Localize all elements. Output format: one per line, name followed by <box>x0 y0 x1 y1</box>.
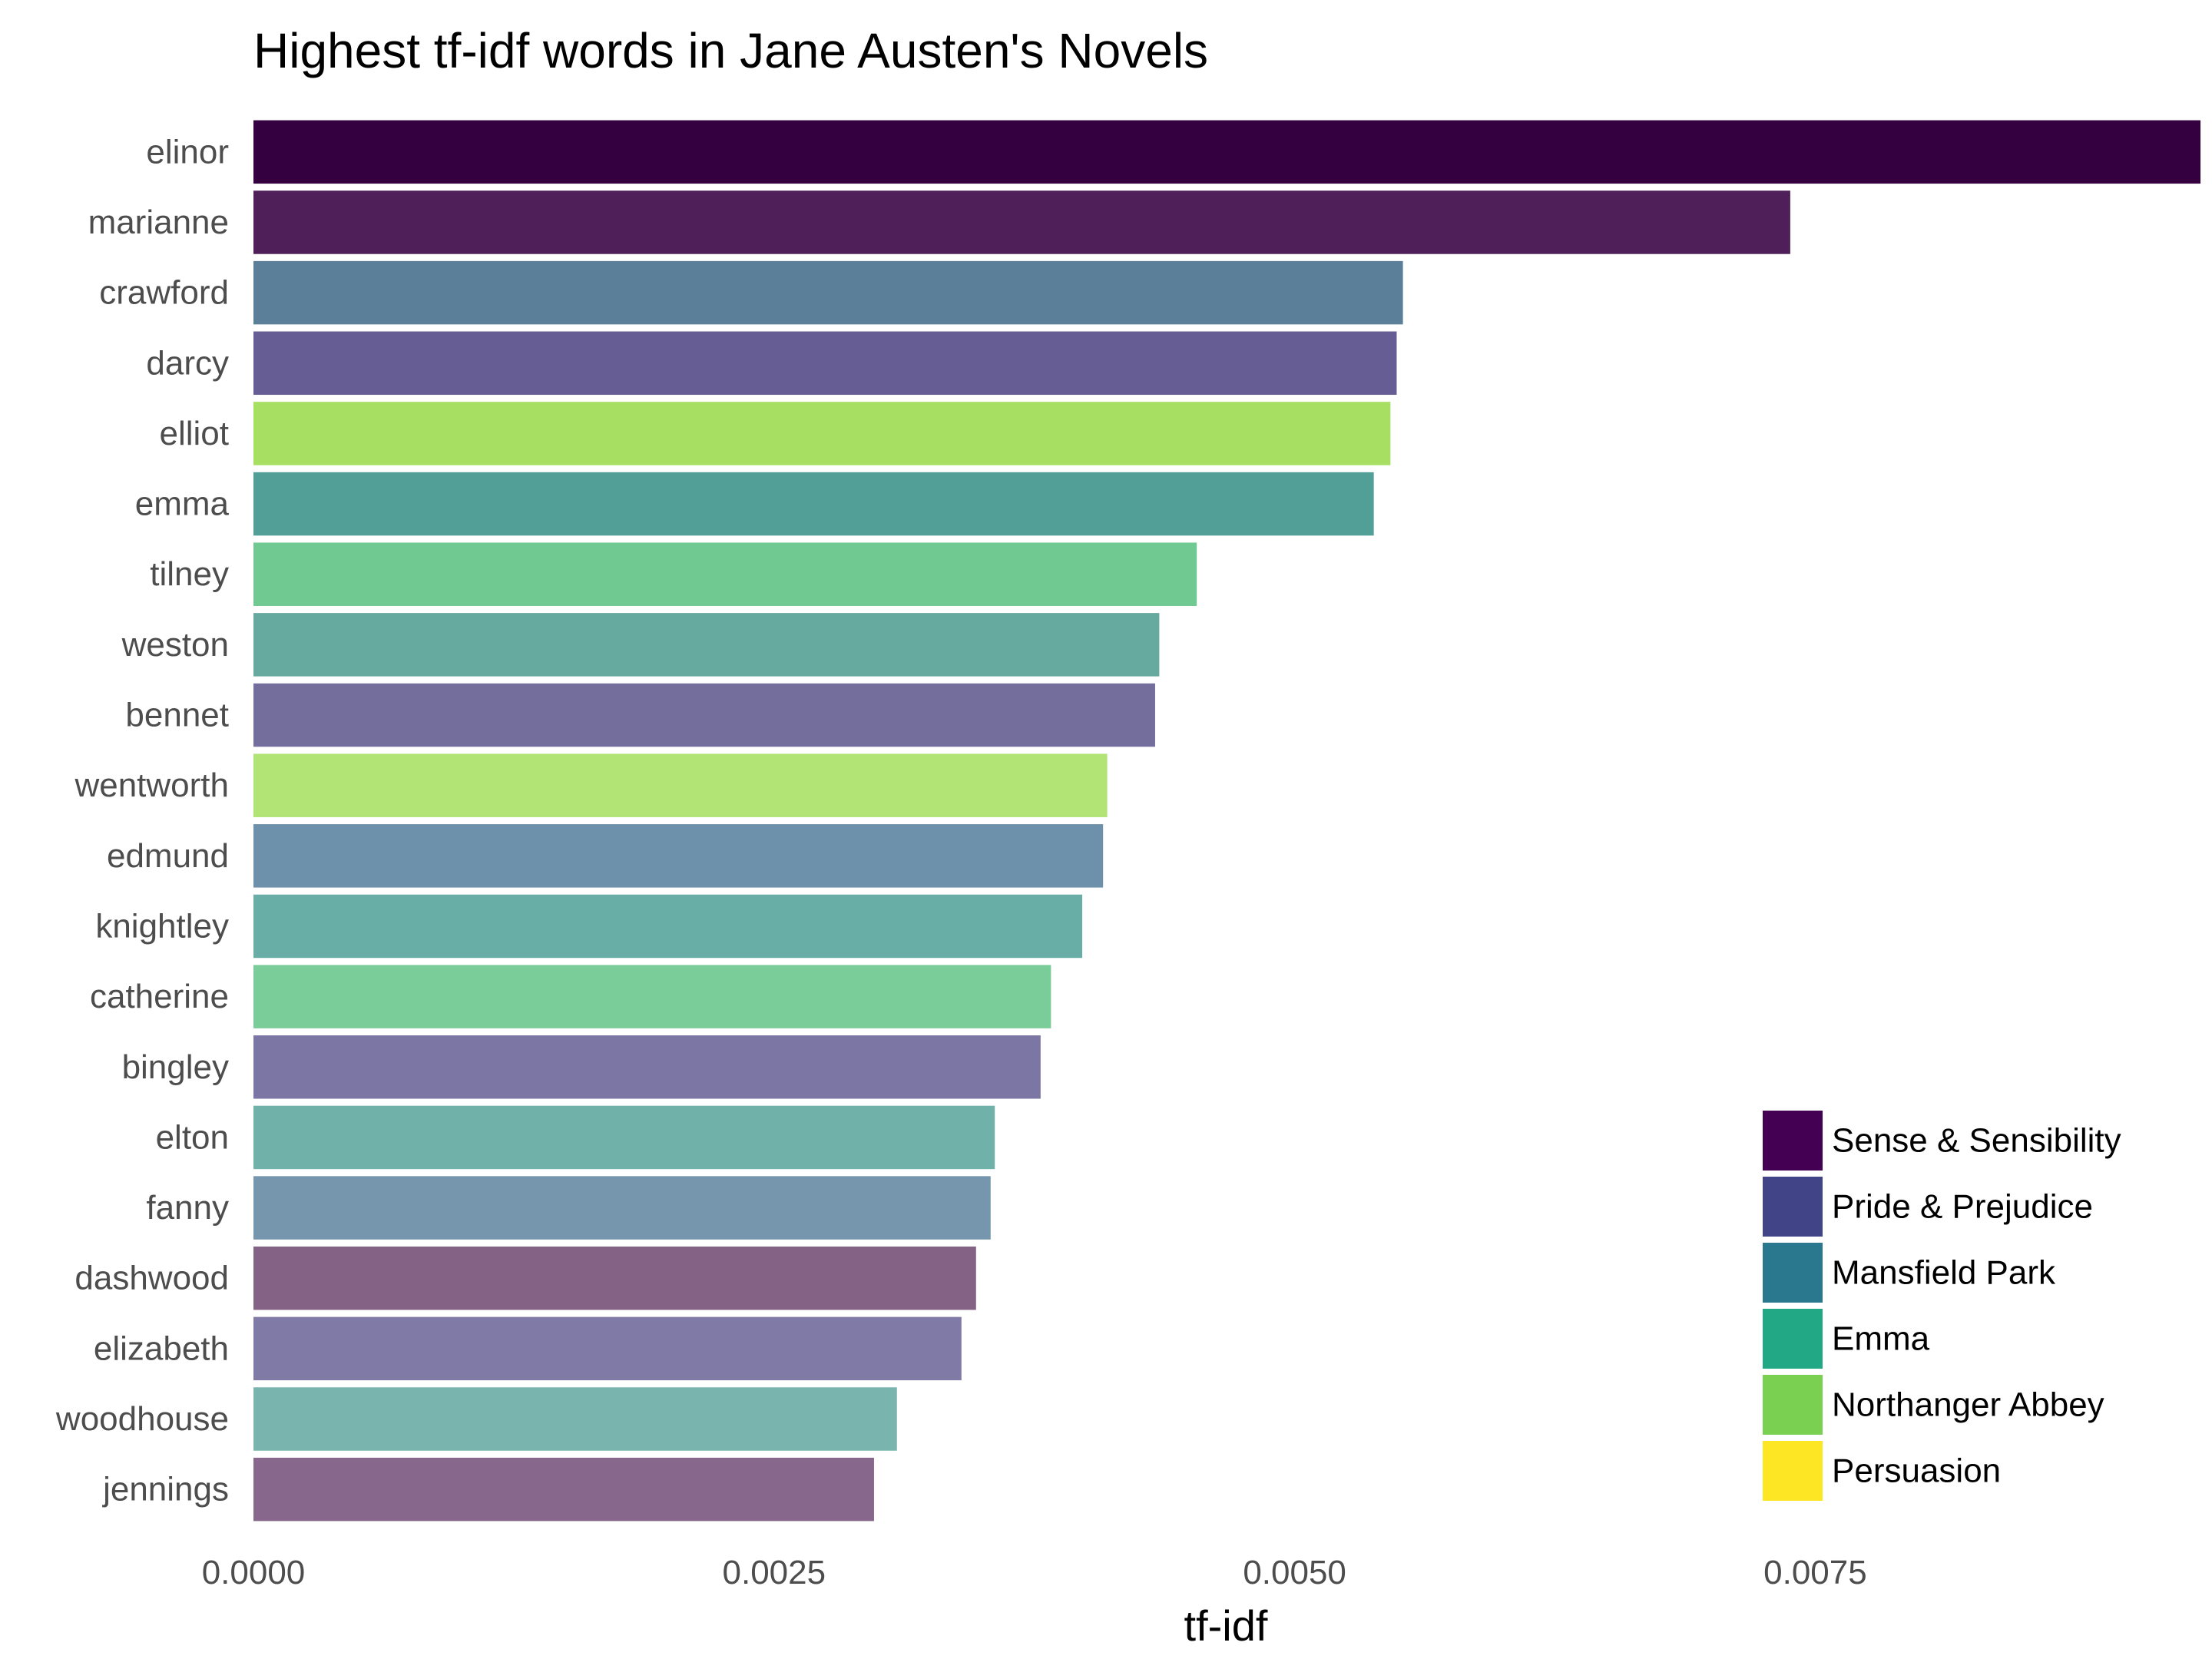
category-label-elton: elton <box>156 1118 229 1156</box>
category-label-elinor: elinor <box>146 133 229 171</box>
legend: Sense & Sensibility Pride & Prejudice Mans… <box>1763 1111 2121 1501</box>
category-labels: elinor marianne crawford darcy elliot emma til… <box>55 133 230 1508</box>
bar-tilney <box>253 542 1197 606</box>
bar-elton <box>253 1105 995 1170</box>
bar-crawford <box>253 260 1403 325</box>
bar-woodhouse <box>253 1387 897 1451</box>
category-label-elizabeth: elizabeth <box>94 1330 229 1367</box>
legend-label: Persuasion <box>1832 1452 2001 1490</box>
category-label-fanny: fanny <box>146 1189 229 1227</box>
x-tick-label: 0.0000 <box>202 1554 306 1591</box>
category-label-emma: emma <box>135 485 230 523</box>
category-label-wentworth: wentworth <box>74 767 229 804</box>
bar-knightley <box>253 894 1083 959</box>
legend-label: Northanger Abbey <box>1832 1386 2104 1424</box>
legend-key <box>1763 1375 1823 1435</box>
bar-marianne <box>253 190 1790 254</box>
category-label-crawford: crawford <box>99 274 229 312</box>
bar-emma <box>253 472 1374 536</box>
bar-bingley <box>253 1035 1041 1099</box>
bar-catherine <box>253 965 1051 1028</box>
legend-key <box>1763 1309 1823 1369</box>
category-label-weston: weston <box>121 626 229 664</box>
category-label-knightley: knightley <box>95 907 229 945</box>
chart-title: Highest tf-idf words in Jane Austen's No… <box>253 23 1208 78</box>
bar-elliot <box>253 402 1391 465</box>
x-axis-title: tf-idf <box>1184 1601 1268 1650</box>
bar-darcy <box>253 331 1397 396</box>
bar-fanny <box>253 1176 991 1240</box>
bar-elizabeth <box>253 1316 962 1381</box>
x-axis-ticks: 0.0000 0.0025 0.0050 0.0075 <box>202 1554 1867 1591</box>
bar-jennings <box>253 1457 874 1522</box>
bar-elinor <box>253 120 2200 184</box>
legend-key <box>1763 1243 1823 1303</box>
category-label-jennings: jennings <box>101 1471 229 1508</box>
legend-key <box>1763 1111 1823 1171</box>
category-label-woodhouse: woodhouse <box>55 1400 229 1438</box>
legend-key <box>1763 1441 1823 1501</box>
legend-label: Mansfield Park <box>1832 1254 2056 1292</box>
x-tick-label: 0.0025 <box>723 1554 826 1591</box>
legend-key <box>1763 1177 1823 1237</box>
bar-weston <box>253 613 1160 677</box>
bar-wentworth <box>253 753 1108 817</box>
category-label-bingley: bingley <box>122 1048 229 1086</box>
bar-bennet <box>253 683 1155 747</box>
category-label-catherine: catherine <box>90 978 229 1015</box>
category-label-edmund: edmund <box>107 837 229 875</box>
legend-label: Pride & Prejudice <box>1832 1188 2093 1226</box>
legend-label: Emma <box>1832 1320 1930 1358</box>
category-label-dashwood: dashwood <box>75 1260 229 1297</box>
bars-layer <box>253 120 2200 1522</box>
x-tick-label: 0.0075 <box>1763 1554 1867 1591</box>
category-label-marianne: marianne <box>88 204 229 241</box>
category-label-bennet: bennet <box>125 697 229 734</box>
category-label-darcy: darcy <box>146 344 229 382</box>
category-label-tilney: tilney <box>150 555 229 593</box>
bar-dashwood <box>253 1246 976 1310</box>
bar-edmund <box>253 824 1104 888</box>
legend-label: Sense & Sensibility <box>1832 1122 2121 1160</box>
category-label-elliot: elliot <box>160 415 230 452</box>
x-tick-label: 0.0050 <box>1243 1554 1346 1591</box>
